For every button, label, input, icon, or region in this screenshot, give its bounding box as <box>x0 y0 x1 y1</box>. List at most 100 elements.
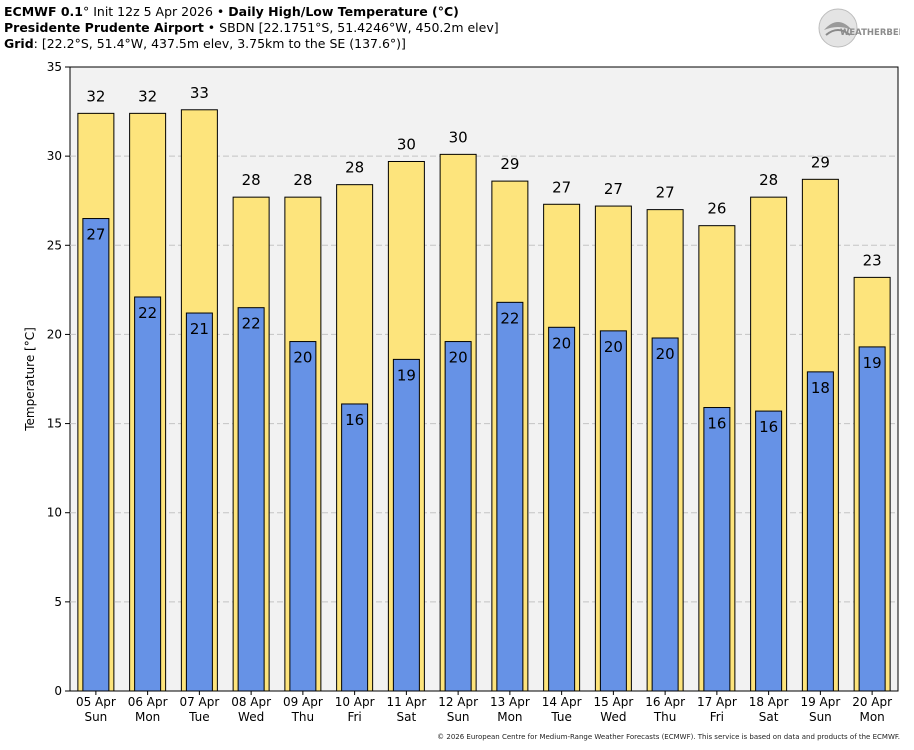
x-tick-day: Wed <box>600 710 626 724</box>
high-temp-label: 30 <box>449 128 468 146</box>
low-temp-label: 18 <box>811 379 830 397</box>
low-temp-label: 21 <box>190 320 209 338</box>
high-temp-label: 28 <box>293 171 312 189</box>
low-temp-bar <box>444 341 472 692</box>
high-temp-label: 30 <box>397 135 416 153</box>
low-temp-label: 22 <box>242 315 261 333</box>
y-axis-label: Temperature [°C] <box>23 327 37 432</box>
model-name: ECMWF 0.1 <box>4 4 83 19</box>
logo-text: WEATHERBELL <box>840 28 900 38</box>
footer-copyright: © 2026 European Centre for Medium-Range … <box>437 733 900 741</box>
x-tick-day: Tue <box>188 710 210 724</box>
x-tick-day: Mon <box>135 710 160 724</box>
x-tick-day: Mon <box>859 710 884 724</box>
low-temp-bar <box>703 407 731 692</box>
low-temp-bar <box>392 358 420 692</box>
y-tick-label: 15 <box>47 417 62 431</box>
x-tick-day: Sat <box>397 710 417 724</box>
high-temp-label: 28 <box>759 171 778 189</box>
x-tick-day: Thu <box>291 710 315 724</box>
x-tick-day: Wed <box>238 710 264 724</box>
grid-label: Grid <box>4 36 34 51</box>
low-temp-label: 16 <box>707 415 726 433</box>
high-temp-label: 27 <box>656 184 675 202</box>
x-tick-date: 08 Apr <box>231 695 271 709</box>
low-temp-label: 19 <box>397 366 416 384</box>
x-tick-day: Sun <box>809 710 832 724</box>
y-tick-label: 5 <box>54 595 62 609</box>
high-temp-label: 32 <box>86 87 105 105</box>
station-details: SBDN [22.1751°S, 51.4246°W, 450.2m elev] <box>219 20 499 35</box>
x-tick-day: Sun <box>447 710 470 724</box>
low-temp-bar <box>599 330 627 692</box>
low-temp-bar <box>651 337 679 692</box>
x-tick-date: 05 Apr <box>76 695 116 709</box>
low-temp-label: 27 <box>86 226 105 244</box>
x-tick-date: 15 Apr <box>593 695 633 709</box>
degree-sign: ° <box>82 4 90 19</box>
x-tick-date: 13 Apr <box>490 695 530 709</box>
y-tick-label: 20 <box>47 327 62 341</box>
station-name: Presidente Prudente Airport <box>4 20 204 35</box>
high-temp-label: 26 <box>707 200 726 218</box>
header-line-1: ECMWF 0.1° Init 12z 5 Apr 2026 • Daily H… <box>4 4 459 19</box>
x-tick-day: Fri <box>710 710 724 724</box>
header-line-3: Grid: [22.2°S, 51.4°W, 437.5m elev, 3.75… <box>4 36 406 51</box>
low-temp-bar <box>185 312 213 692</box>
x-tick-date: 14 Apr <box>542 695 582 709</box>
x-tick-day: Sat <box>759 710 779 724</box>
low-temp-bar <box>496 301 524 692</box>
low-temp-bar <box>755 410 783 692</box>
x-tick-date: 06 Apr <box>128 695 168 709</box>
high-temp-label: 32 <box>138 87 157 105</box>
low-temp-label: 20 <box>656 345 675 363</box>
low-temp-label: 16 <box>345 411 364 429</box>
low-temp-label: 22 <box>138 304 157 322</box>
high-temp-label: 23 <box>863 251 882 269</box>
init-time: Init 12z 5 Apr 2026 <box>89 4 213 19</box>
x-tick-date: 10 Apr <box>335 695 375 709</box>
y-tick-label: 35 <box>47 60 62 74</box>
high-temp-label: 29 <box>500 155 519 173</box>
x-tick-date: 07 Apr <box>179 695 219 709</box>
low-temp-bar <box>858 346 886 692</box>
chart-title: Daily High/Low Temperature (°C) <box>228 4 459 19</box>
y-tick-label: 10 <box>47 506 62 520</box>
low-temp-label: 22 <box>500 309 519 327</box>
low-temp-label: 20 <box>449 349 468 367</box>
x-tick-date: 11 Apr <box>386 695 426 709</box>
high-temp-label: 33 <box>190 84 209 102</box>
x-tick-date: 09 Apr <box>283 695 323 709</box>
grid-details: : [22.2°S, 51.4°W, 437.5m elev, 3.75km t… <box>33 36 406 51</box>
bars: 32 27 32 22 33 21 28 22 28 20 28 16 30 19 30 20 29 22 27 20… <box>77 84 891 692</box>
weatherbell-logo-icon: WEATHERBELL <box>818 8 900 48</box>
x-tick-date: 12 Apr <box>438 695 478 709</box>
header-line-2: Presidente Prudente Airport • SBDN [22.1… <box>4 20 499 35</box>
y-axis: 0 5 10 15 20 25 30 35 <box>47 60 70 698</box>
high-temp-label: 27 <box>604 180 623 198</box>
x-tick-date: 19 Apr <box>800 695 840 709</box>
y-tick-label: 0 <box>54 684 62 698</box>
low-temp-bar <box>289 341 317 692</box>
x-tick-day: Thu <box>653 710 677 724</box>
high-temp-label: 28 <box>242 171 261 189</box>
low-temp-label: 20 <box>293 349 312 367</box>
low-temp-bar <box>548 326 576 692</box>
x-tick-day: Mon <box>497 710 522 724</box>
x-tick-date: 16 Apr <box>645 695 685 709</box>
x-tick-day: Tue <box>550 710 572 724</box>
low-temp-bar <box>806 371 834 692</box>
y-tick-label: 30 <box>47 149 62 163</box>
x-tick-day: Sun <box>84 710 107 724</box>
bullet: • <box>203 20 220 35</box>
x-tick-day: Fri <box>347 710 361 724</box>
low-temp-label: 20 <box>604 338 623 356</box>
bullet: • <box>212 4 229 19</box>
high-temp-label: 29 <box>811 153 830 171</box>
low-temp-label: 20 <box>552 334 571 352</box>
x-tick-date: 20 Apr <box>852 695 892 709</box>
low-temp-bar <box>341 403 369 692</box>
low-temp-label: 19 <box>863 354 882 372</box>
